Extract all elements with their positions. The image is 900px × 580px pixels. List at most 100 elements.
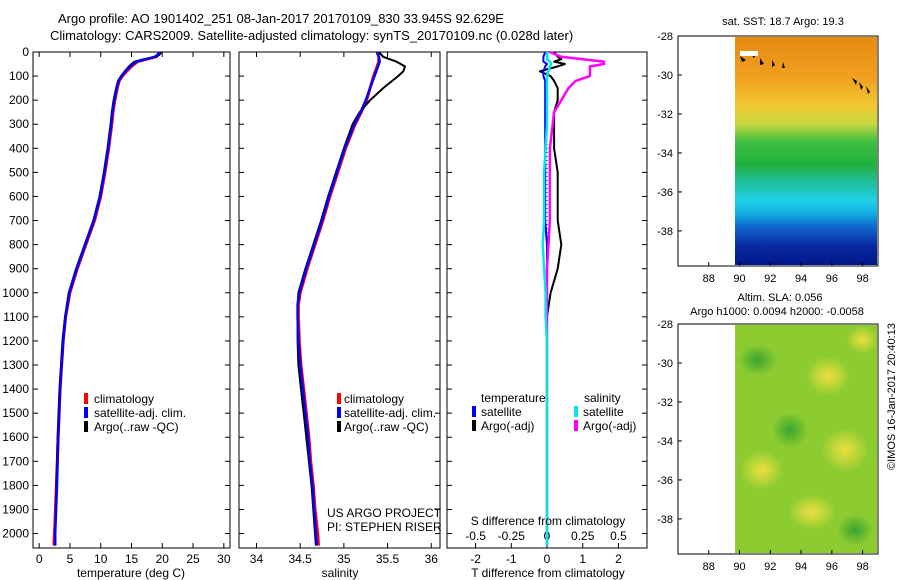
map-y-tick-label: -30 [657,70,673,82]
y-tick-label: 200 [9,93,29,107]
profile-line-climatology [52,51,162,546]
legend-header-temperature: temperature [481,391,546,405]
map-y-tick-label: -38 [657,514,673,526]
map-y-tick-label: -28 [657,31,673,43]
temperature-xlabel: temperature (deg C) [77,566,185,580]
profile-line-argo [296,51,406,546]
sla-eddy-low [738,344,778,376]
x-tick-label: 34.5 [288,552,312,566]
s-tick-label: -0.5 [465,529,486,543]
map-x-tick-label: 98 [856,273,868,285]
sal-legend-swatch-satellite [337,407,341,418]
x-tick-label: 10 [94,552,108,566]
map-x-tick-label: 88 [703,273,715,285]
y-tick-label: 100 [9,69,29,83]
s-tick-label: 0.5 [610,529,627,543]
map-x-tick-label: 96 [826,561,838,573]
legend-swatch-argo [84,421,88,432]
x-tick-label: 35 [337,552,351,566]
map-x-tick-label: 98 [856,561,868,573]
temperature-legend: climatology satellite-adj. clim. Argo(..… [84,392,186,434]
x-tick-label: 0 [36,552,43,566]
y-tick-label: 1400 [2,382,29,396]
y-tick-label: 2000 [2,527,29,541]
salinity-xlabel: salinity [322,566,359,580]
pi-annotation: PI: STEPHEN RISER [327,520,442,534]
x-tick-label: 1 [579,552,586,566]
x-tick-label: 20 [156,552,170,566]
y-tick-label: 1800 [2,478,29,492]
temperature-profiles [52,51,162,546]
map-x-tick-label: 90 [733,561,745,573]
temperature-ticks: 0 5 10 15 20 25 300100200300400500600700800900… [2,45,231,566]
y-tick-label: 0 [22,45,29,59]
map-y-tick-label: -36 [657,187,673,199]
legend-swatch-climatology [84,393,88,404]
map-y-tick-label: -36 [657,475,673,487]
sal-legend-label-climatology: climatology [344,392,404,406]
legend-label-climatology: climatology [94,392,154,406]
sla-map-title: Altim. SLA: 0.056 [738,292,823,304]
y-tick-label: 1900 [2,502,29,516]
y-tick-label: 700 [9,214,29,228]
sal-legend-label-satellite: satellite-adj. clim. [344,406,436,420]
map-y-tick-label: -34 [657,148,673,160]
map-x-tick-label: 92 [764,561,776,573]
sla-eddy-high [740,450,784,490]
x-tick-label: 35.5 [376,552,400,566]
diff-line-s-argo [545,50,606,546]
sla-eddy-high [846,326,878,354]
map-x-tick-label: 88 [703,561,715,573]
diff-legend-label-t-satellite: satellite [481,405,522,419]
sst-cloud-mask [740,51,870,94]
difference-profiles [538,50,606,548]
y-tick-label: 900 [9,262,29,276]
sst-field [735,37,877,265]
sla-map-subtitle: Argo h1000: 0.0094 h2000: -0.0058 [690,306,864,318]
y-tick-label: 500 [9,165,29,179]
sst-map-title: sat. SST: 18.7 Argo: 19.3 [722,16,844,28]
map-y-tick-label: -28 [657,319,673,331]
figure-title-line1: Argo profile: AO 1901402_251 08-Jan-2017… [58,11,504,26]
salinity-legend: climatology satellite-adj. clim. Argo(..… [337,392,436,434]
map-y-tick-label: -34 [657,436,673,448]
sal-legend-label-argo: Argo(..raw -QC) [344,420,429,434]
diff-legend-swatch-t-argo [472,420,476,431]
sla-eddy-high [806,356,850,396]
x-tick-label: 36 [425,552,439,566]
diff-legend-label-s-satellite: satellite [583,405,624,419]
y-tick-label: 1500 [2,406,29,420]
salinity-panel: 34 34.5 35 35.5 36 salinity climatology sate… [238,51,442,580]
x-tick-label: 0 [544,552,551,566]
y-tick-label: 1000 [2,286,29,300]
sal-legend-swatch-climatology [337,393,341,404]
salinity-axes-frame [238,51,441,549]
y-tick-label: 1200 [2,334,29,348]
y-tick-label: 400 [9,141,29,155]
x-tick-label: -2 [470,552,481,566]
difference-legend: temperature salinity satellite Argo(-adj… [472,391,636,433]
y-tick-label: 1700 [2,454,29,468]
sla-eddy-high [821,428,869,472]
project-annotation: US ARGO PROJECT [327,506,442,520]
x-tick-label: 34 [250,552,264,566]
legend-label-argo: Argo(..raw -QC) [94,420,179,434]
map-x-tick-label: 92 [764,273,776,285]
y-tick-label: 300 [9,117,29,131]
y-tick-label: 800 [9,238,29,252]
map-y-tick-label: -32 [657,109,673,121]
temperature-panel: 0 5 10 15 20 25 300100200300400500600700800900… [2,45,231,580]
y-tick-label: 1100 [3,310,29,324]
x-tick-label: 25 [186,552,200,566]
profile-line-satellite [296,51,381,546]
diff-legend-label-t-argo: Argo(-adj) [481,419,534,433]
s-tick-label: 0.25 [571,529,595,543]
profile-line-satellite [53,51,161,546]
sla-eddy-low [837,514,873,546]
sst-missing-patch [740,51,758,56]
legend-swatch-satellite [84,407,88,418]
y-tick-label: 1600 [2,430,29,444]
